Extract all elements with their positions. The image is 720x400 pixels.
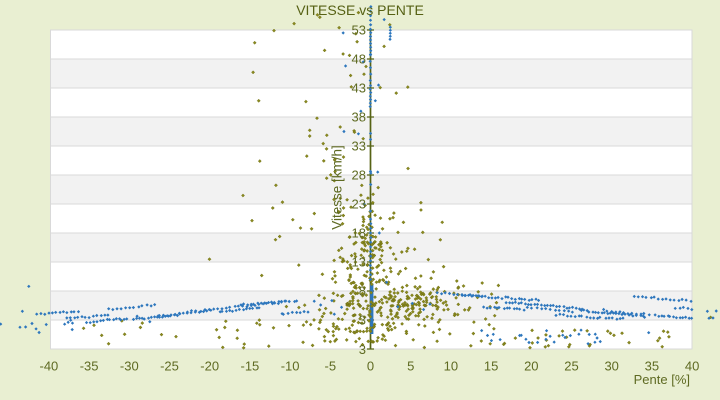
svg-text:VITESSE vs PENTE: VITESSE vs PENTE: [296, 2, 424, 18]
svg-text:13: 13: [352, 255, 366, 270]
svg-text:-20: -20: [200, 359, 219, 374]
svg-text:Pente [%]: Pente [%]: [634, 372, 690, 387]
svg-text:Vitesse [km/h]: Vitesse [km/h]: [330, 145, 345, 230]
svg-text:-30: -30: [120, 359, 139, 374]
svg-text:15: 15: [484, 359, 498, 374]
svg-text:18: 18: [352, 226, 366, 241]
svg-text:-15: -15: [241, 359, 260, 374]
svg-text:-10: -10: [281, 359, 300, 374]
svg-text:-5: -5: [325, 359, 337, 374]
svg-text:40: 40: [685, 359, 699, 374]
svg-text:0: 0: [367, 359, 374, 374]
svg-text:28: 28: [352, 168, 366, 183]
svg-text:-35: -35: [80, 359, 99, 374]
svg-text:8: 8: [359, 284, 366, 299]
svg-text:5: 5: [407, 359, 414, 374]
svg-text:25: 25: [564, 359, 578, 374]
svg-text:-40: -40: [40, 359, 59, 374]
svg-text:48: 48: [352, 52, 366, 67]
svg-text:33: 33: [352, 139, 366, 154]
svg-text:38: 38: [352, 110, 366, 125]
svg-text:3: 3: [359, 313, 366, 328]
svg-text:3: 3: [359, 342, 366, 357]
svg-text:10: 10: [444, 359, 458, 374]
svg-text:35: 35: [645, 359, 659, 374]
svg-text:23: 23: [352, 197, 366, 212]
svg-text:53: 53: [352, 23, 366, 38]
svg-text:-25: -25: [160, 359, 179, 374]
svg-text:20: 20: [524, 359, 538, 374]
svg-text:43: 43: [352, 81, 366, 96]
svg-text:30: 30: [604, 359, 618, 374]
